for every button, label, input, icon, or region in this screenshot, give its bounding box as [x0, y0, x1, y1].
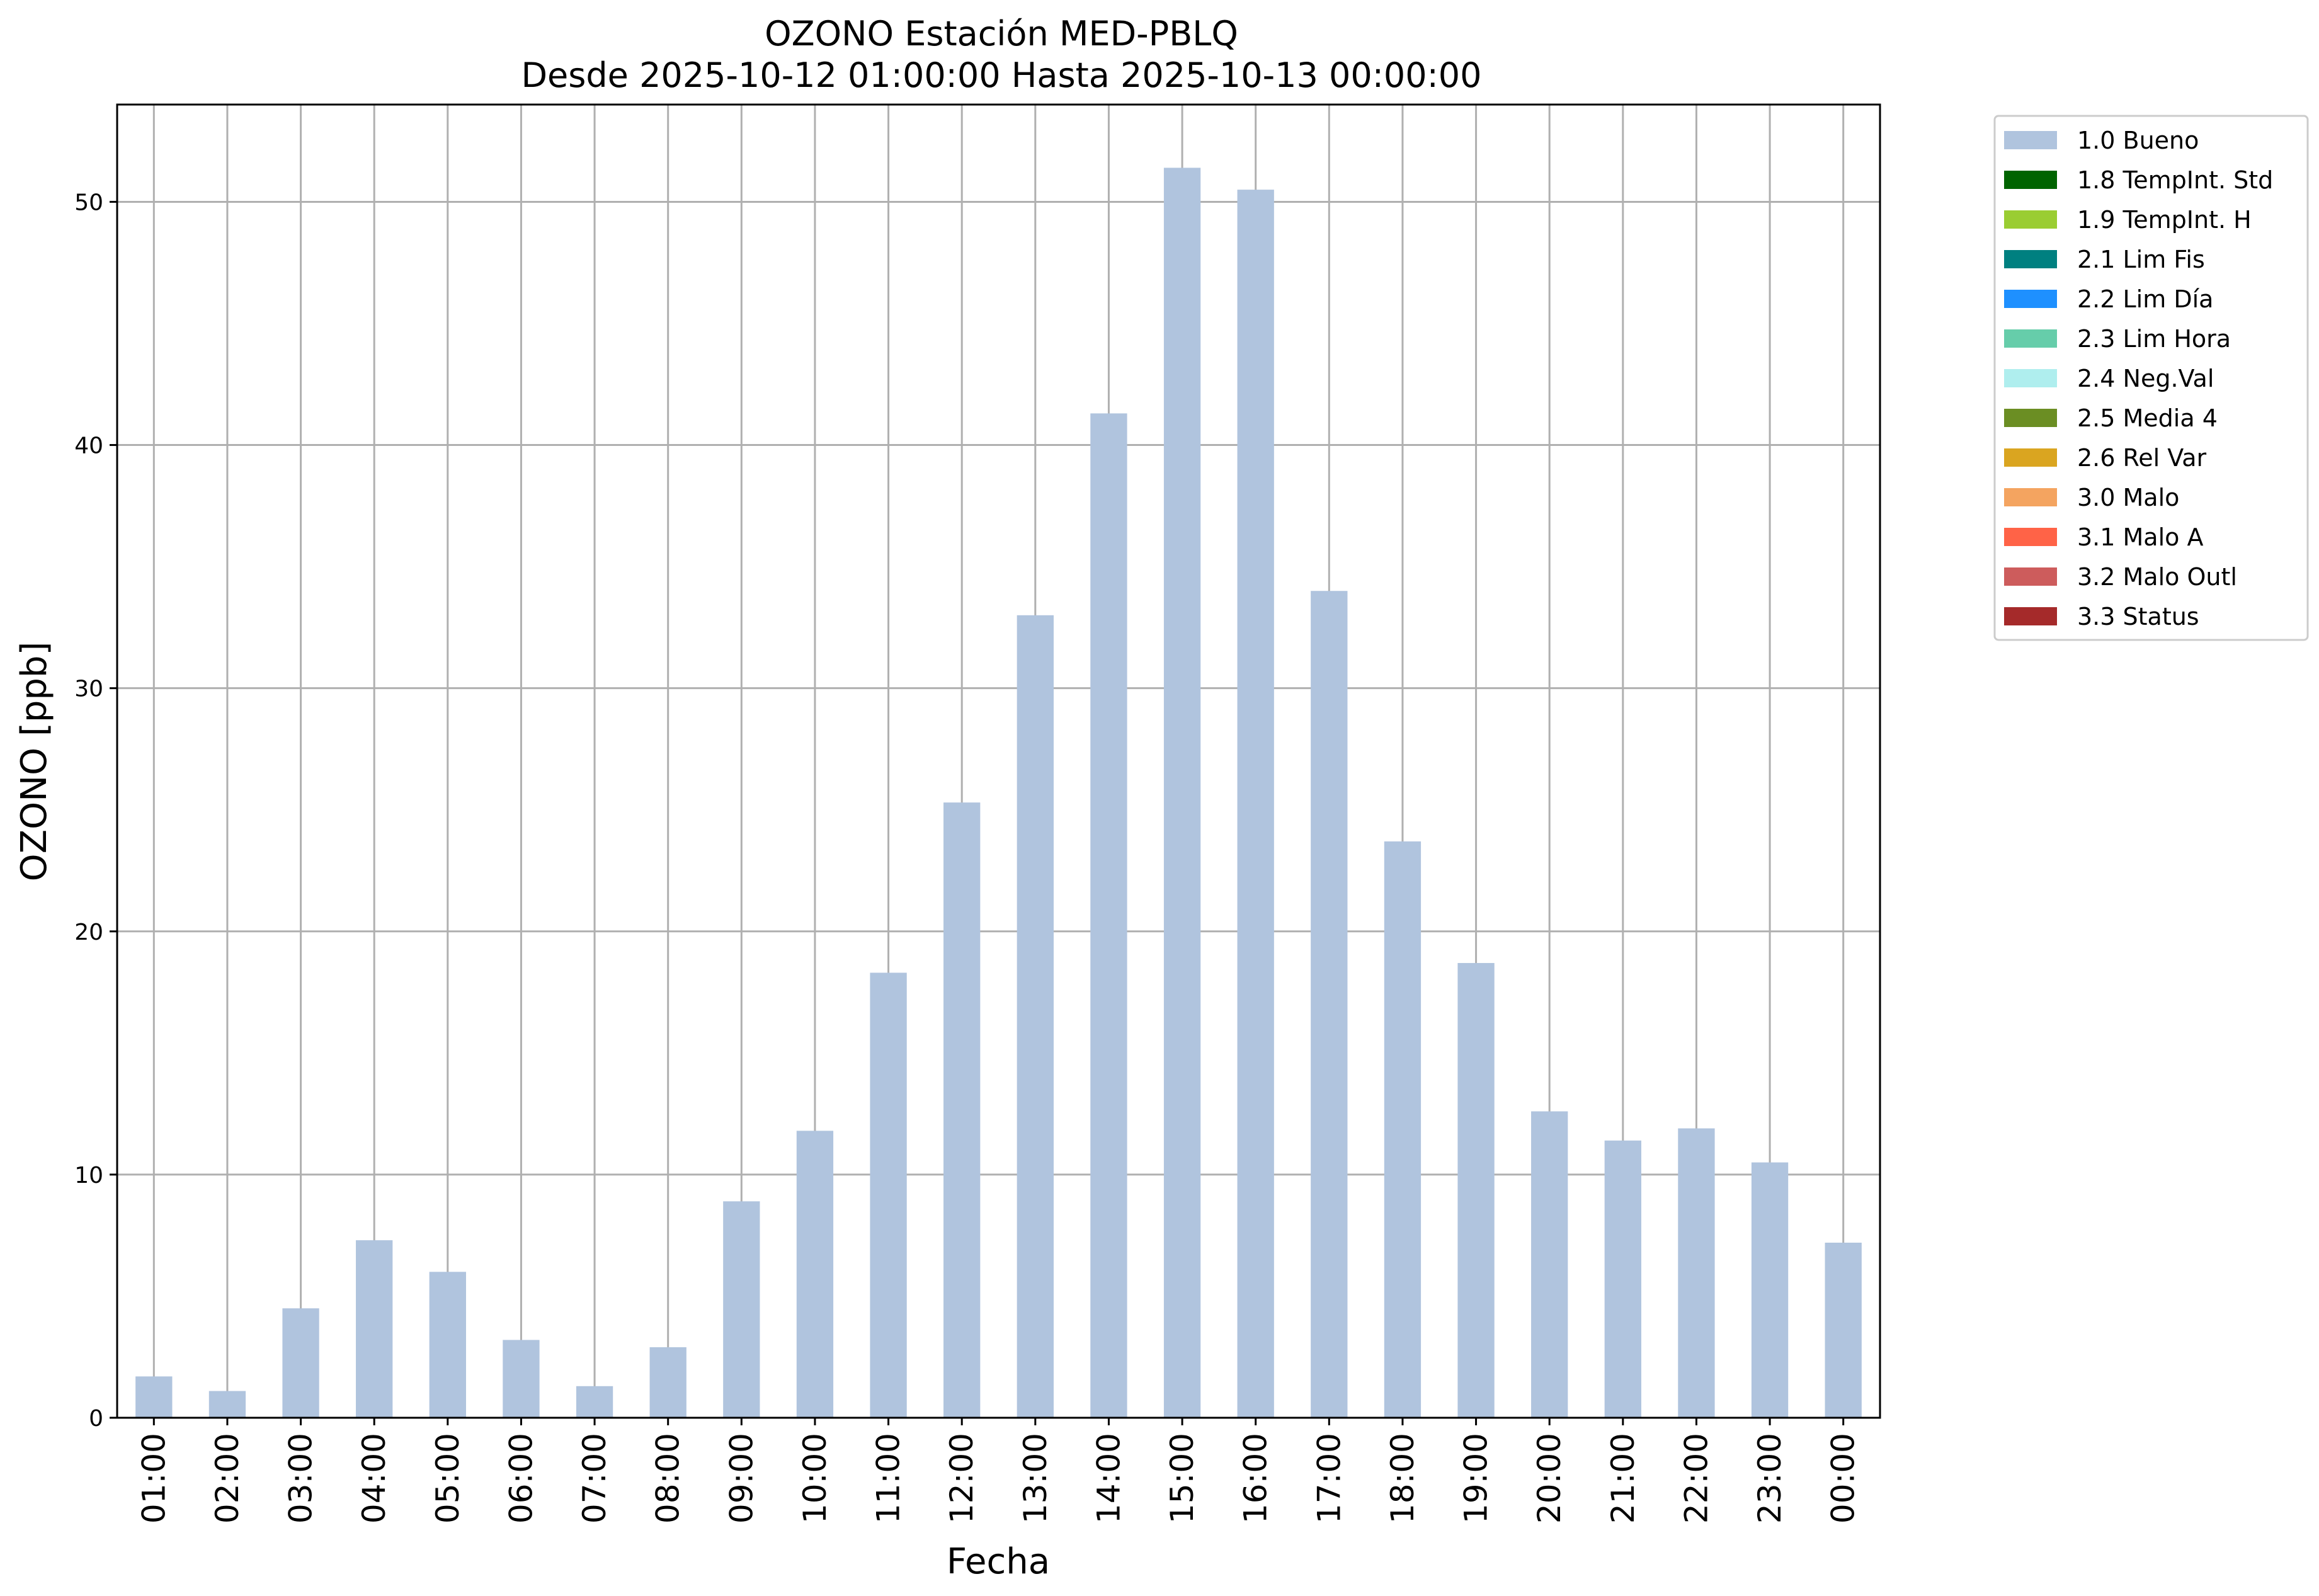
plot-area-frame: [116, 103, 1881, 1419]
legend-label: 2.5 Media 4: [2077, 404, 2218, 432]
y-axis: 0 10 20 30 40 50: [74, 190, 117, 1432]
x-tick-label: 18:00: [1384, 1433, 1421, 1524]
legend-label: 3.0 Malo: [2077, 484, 2179, 511]
bar-0200: [208, 1391, 246, 1418]
bar-2200: [1678, 1128, 1715, 1418]
legend-swatch: [2004, 210, 2057, 229]
bar-2300: [1751, 1162, 1789, 1418]
bar-1300: [1017, 615, 1054, 1418]
legend-label: 2.3 Lim Hora: [2077, 325, 2231, 353]
legend-swatch: [2004, 131, 2057, 149]
legend-swatch: [2004, 369, 2057, 387]
legend-label: 2.2 Lim Día: [2077, 285, 2213, 313]
x-tick-label: 16:00: [1238, 1433, 1274, 1524]
x-tick-label: 06:00: [503, 1433, 539, 1524]
x-axis: 01:00 02:00 03:00 04:00 05:00 06:00 07:00 08:00…: [135, 1418, 1862, 1524]
x-tick-label: 01:00: [135, 1433, 172, 1524]
legend-label: 3.3 Status: [2077, 603, 2199, 630]
legend-label: 1.9 TempInt. H: [2077, 206, 2252, 234]
x-tick-label: 03:00: [283, 1433, 319, 1524]
legend-swatch: [2004, 290, 2057, 308]
legend-label: 1.8 TempInt. Std: [2077, 166, 2273, 194]
bar-1500: [1163, 168, 1201, 1418]
legend-swatch: [2004, 488, 2057, 506]
x-tick-label: 23:00: [1752, 1433, 1788, 1524]
y-tick-label: 0: [89, 1406, 103, 1432]
legend-label: 3.2 Malo Outl: [2077, 563, 2237, 591]
x-tick-label: 19:00: [1458, 1433, 1495, 1524]
bar-1700: [1311, 591, 1348, 1418]
legend-swatch: [2004, 567, 2057, 586]
bar-2000: [1531, 1111, 1568, 1418]
legend-swatch: [2004, 448, 2057, 467]
y-tick-label: 50: [74, 190, 103, 215]
bar-1000: [796, 1131, 834, 1418]
x-tick-label: 11:00: [870, 1433, 907, 1524]
legend-label: 2.4 Neg.Val: [2077, 365, 2214, 392]
legend: 1.0 Bueno 1.8 TempInt. Std 1.9 TempInt. H 2…: [1993, 115, 2309, 641]
legend-swatch: [2004, 171, 2057, 189]
legend-swatch: [2004, 250, 2057, 268]
bar-0900: [723, 1201, 760, 1418]
y-tick-label: 20: [74, 920, 103, 945]
y-tick-label: 30: [74, 676, 103, 702]
bar-1900: [1457, 962, 1495, 1418]
bar-0500: [429, 1272, 466, 1418]
x-tick-label: 15:00: [1164, 1433, 1200, 1524]
bar-0000: [1825, 1243, 1862, 1418]
x-tick-label: 04:00: [356, 1433, 392, 1524]
x-tick-label: 02:00: [209, 1433, 246, 1524]
x-tick-label: 13:00: [1017, 1433, 1054, 1524]
legend-label: 1.0 Bueno: [2077, 127, 2199, 154]
chart-subtitle: Desde 2025-10-12 01:00:00 Hasta 2025-10-…: [521, 55, 1481, 95]
x-tick-label: 21:00: [1605, 1433, 1641, 1524]
x-tick-label: 07:00: [576, 1433, 613, 1524]
x-tick-label: 20:00: [1531, 1433, 1568, 1524]
bar-0800: [649, 1347, 687, 1418]
bar-1400: [1090, 413, 1127, 1418]
x-tick-label: 05:00: [430, 1433, 466, 1524]
legend-box: [1993, 115, 2309, 641]
legend-swatch: [2004, 607, 2057, 625]
y-tick-label: 40: [74, 433, 103, 459]
bar-0600: [503, 1340, 540, 1418]
bar-0700: [576, 1386, 613, 1418]
x-tick-label: 09:00: [723, 1433, 760, 1524]
x-tick-label: 10:00: [797, 1433, 833, 1524]
x-tick-label: 00:00: [1825, 1433, 1862, 1524]
legend-label: 2.6 Rel Var: [2077, 444, 2207, 472]
bar-0100: [135, 1376, 173, 1418]
x-tick-label: 14:00: [1090, 1433, 1127, 1524]
legend-swatch: [2004, 528, 2057, 546]
bar-0300: [282, 1308, 319, 1418]
y-axis-label: OZONO [ppb]: [14, 642, 55, 882]
x-tick-label: 08:00: [650, 1433, 687, 1524]
bar-2100: [1604, 1140, 1641, 1418]
x-tick-label: 22:00: [1678, 1433, 1714, 1524]
bars: [135, 168, 1862, 1418]
bar-1600: [1237, 190, 1274, 1418]
legend-label: 2.1 Lim Fis: [2077, 246, 2205, 273]
bar-0400: [356, 1240, 393, 1418]
bar-1800: [1384, 841, 1422, 1418]
x-axis-label: Fecha: [947, 1541, 1050, 1582]
x-tick-label: 17:00: [1311, 1433, 1347, 1524]
bar-1200: [943, 802, 981, 1418]
legend-swatch: [2004, 409, 2057, 427]
x-tick-label: 12:00: [943, 1433, 980, 1524]
legend-label: 3.1 Malo A: [2077, 523, 2203, 551]
bar-1100: [870, 972, 907, 1418]
chart-title: OZONO Estación MED-PBLQ: [765, 14, 1238, 54]
legend-swatch: [2004, 329, 2057, 348]
y-tick-label: 10: [74, 1163, 103, 1188]
